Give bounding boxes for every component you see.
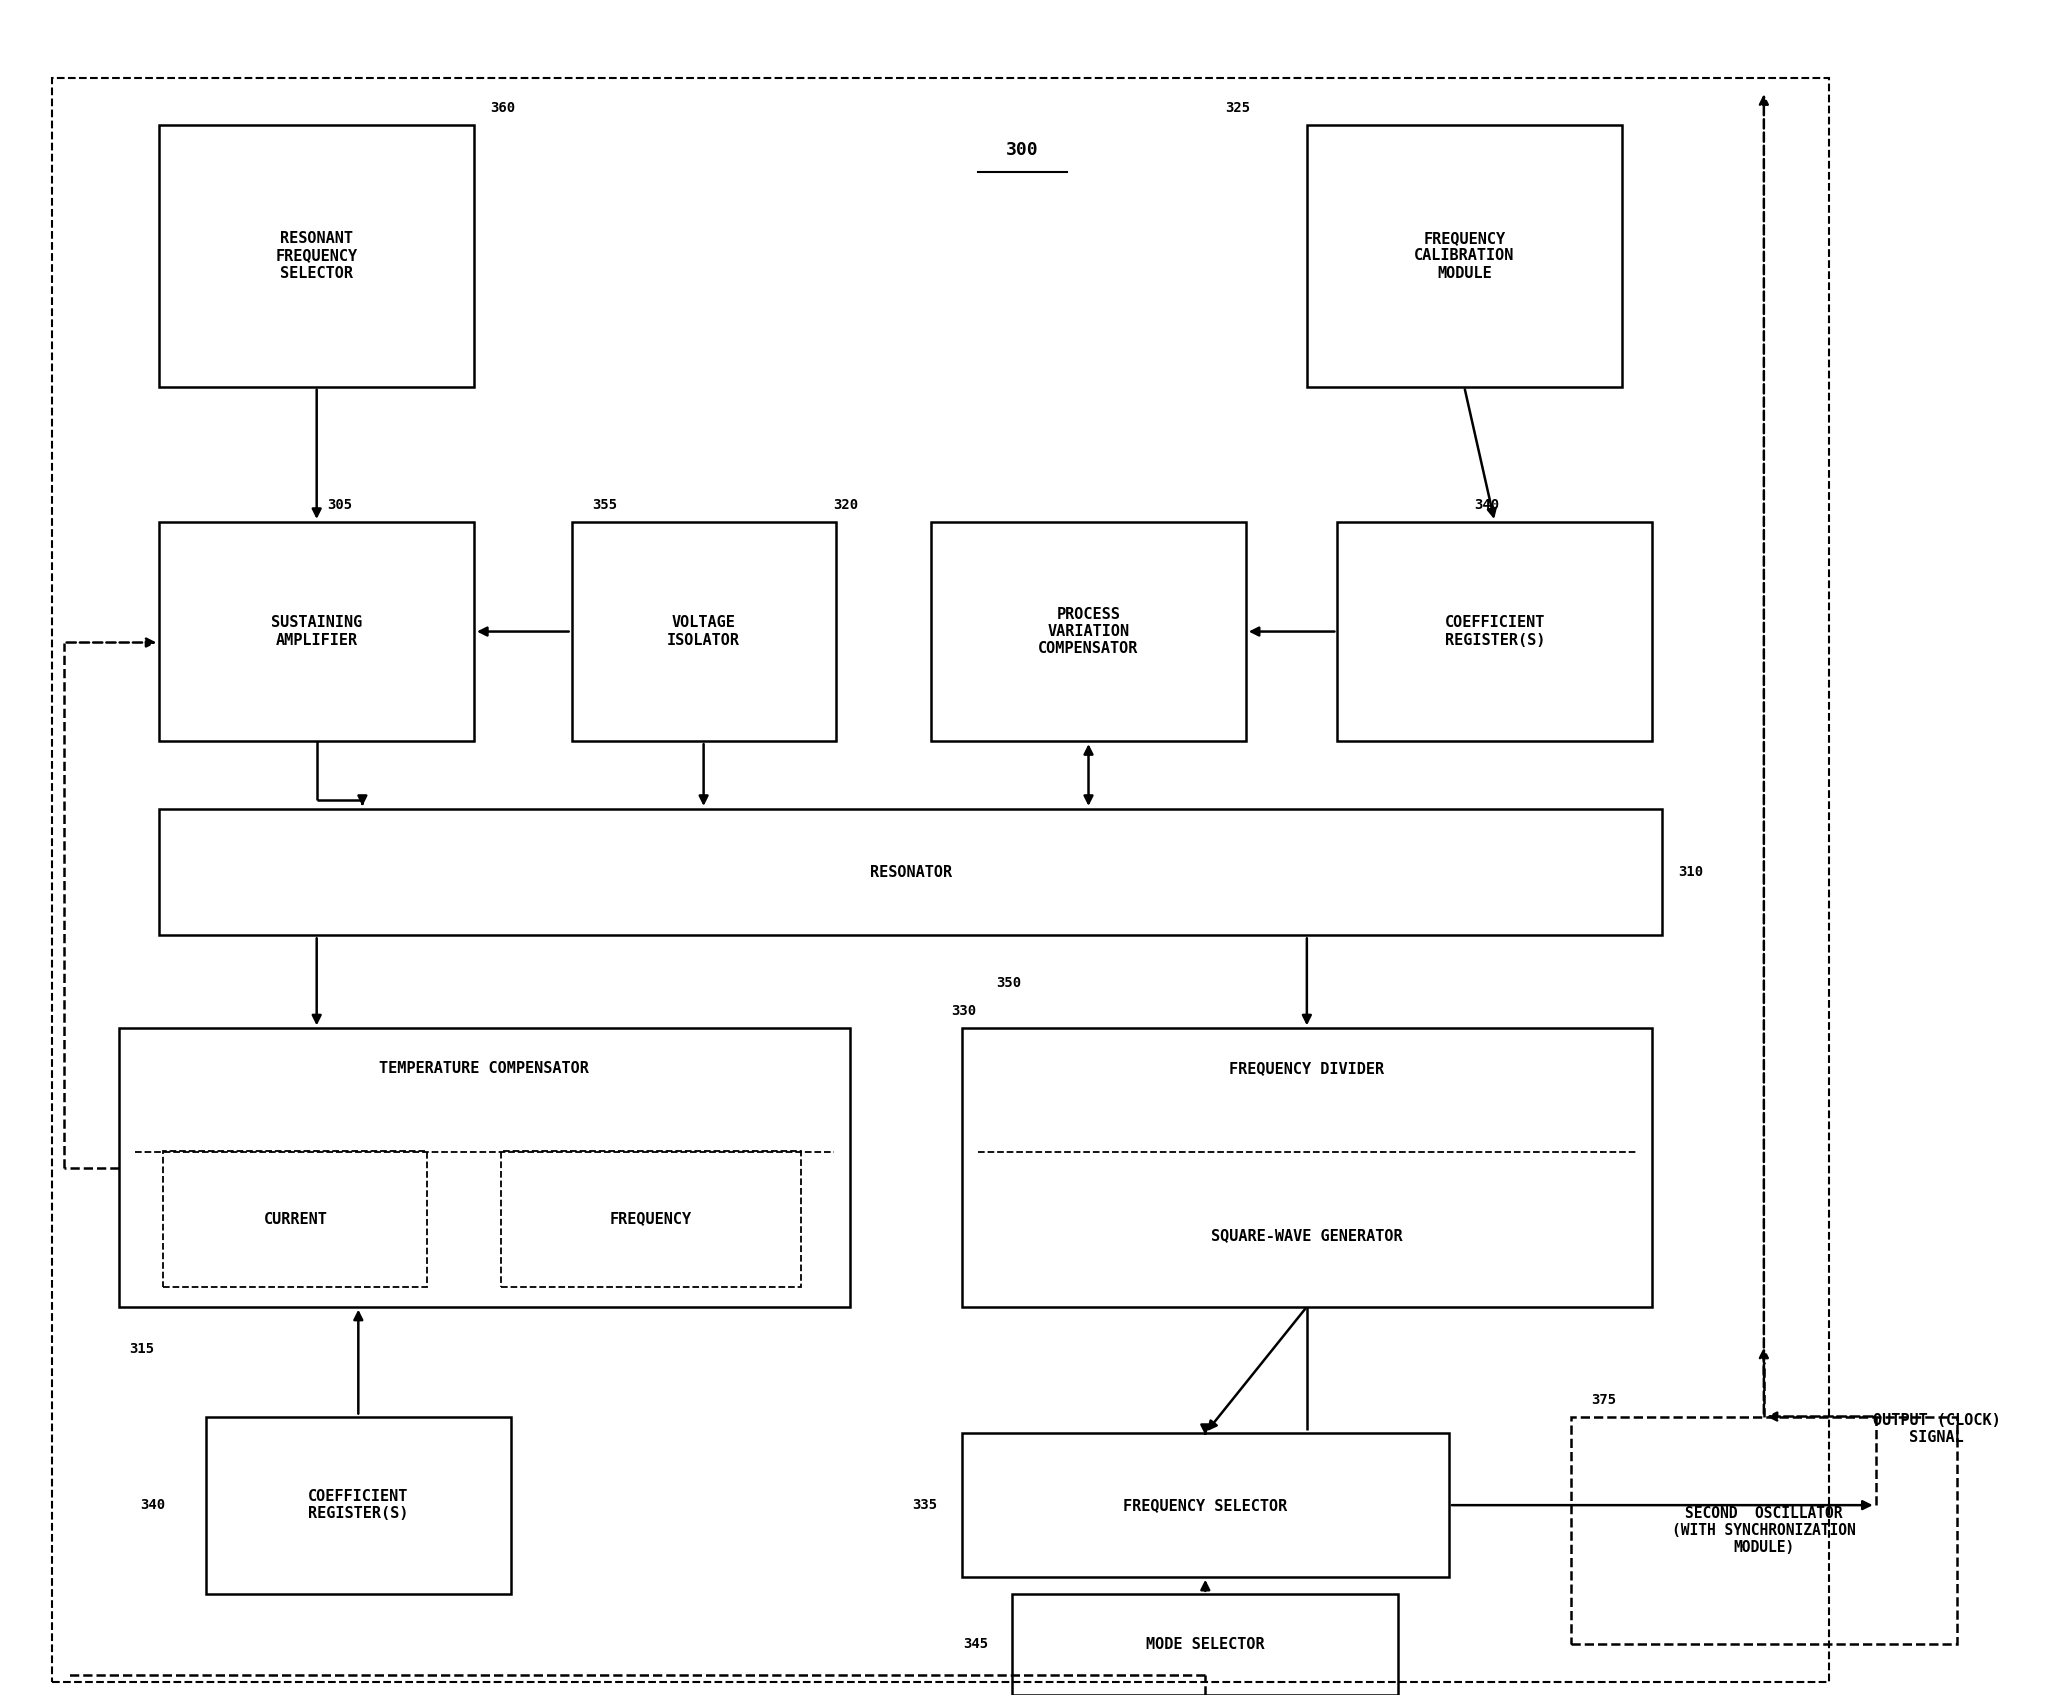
Text: 340: 340	[141, 1498, 166, 1511]
Text: 310: 310	[1679, 865, 1703, 880]
Text: 315: 315	[129, 1341, 153, 1356]
Text: 360: 360	[491, 100, 515, 116]
Text: SECOND  OSCILLATOR
(WITH SYNCHRONIZATION
MODULE): SECOND OSCILLATOR (WITH SYNCHRONIZATION …	[1673, 1506, 1855, 1556]
Text: MODE SELECTOR: MODE SELECTOR	[1145, 1637, 1264, 1653]
Text: CURRENT: CURRENT	[264, 1212, 327, 1227]
Text: 325: 325	[1225, 100, 1252, 116]
Bar	[160, 523, 474, 742]
Text: RESONATOR: RESONATOR	[869, 865, 951, 880]
Bar	[961, 1028, 1652, 1307]
Bar	[501, 1152, 802, 1287]
Text: 350: 350	[996, 975, 1020, 989]
Text: PROCESS
VARIATION
COMPENSATOR: PROCESS VARIATION COMPENSATOR	[1039, 606, 1139, 657]
Bar	[119, 1028, 851, 1307]
Bar	[930, 523, 1245, 742]
Text: 335: 335	[912, 1498, 937, 1511]
Text: 320: 320	[834, 499, 859, 512]
Bar	[207, 1416, 511, 1593]
Bar	[160, 808, 1663, 936]
Text: FREQUENCY
CALIBRATION
MODULE: FREQUENCY CALIBRATION MODULE	[1413, 231, 1515, 281]
Text: VOLTAGE
ISOLATOR: VOLTAGE ISOLATOR	[667, 616, 740, 648]
Text: 345: 345	[963, 1637, 988, 1651]
Bar	[573, 523, 836, 742]
Text: TEMPERATURE COMPENSATOR: TEMPERATURE COMPENSATOR	[378, 1062, 589, 1076]
Text: 305: 305	[327, 499, 352, 512]
Text: COEFFICIENT
REGISTER(S): COEFFICIENT REGISTER(S)	[1444, 616, 1544, 648]
Bar	[961, 1433, 1450, 1576]
Text: SUSTAINING
AMPLIFIER: SUSTAINING AMPLIFIER	[272, 616, 362, 648]
Text: 355: 355	[591, 499, 618, 512]
Bar	[1307, 126, 1622, 386]
Text: RESONANT
FREQUENCY
SELECTOR: RESONANT FREQUENCY SELECTOR	[276, 231, 358, 281]
Bar	[1571, 1416, 1957, 1644]
Text: OUTPUT (CLOCK)
SIGNAL: OUTPUT (CLOCK) SIGNAL	[1873, 1413, 2000, 1445]
Text: COEFFICIENT
REGISTER(S): COEFFICIENT REGISTER(S)	[309, 1489, 409, 1522]
Bar	[1337, 523, 1652, 742]
Bar	[164, 1152, 427, 1287]
Text: FREQUENCY SELECTOR: FREQUENCY SELECTOR	[1123, 1498, 1288, 1513]
Bar	[160, 126, 474, 386]
Text: 340: 340	[1474, 499, 1499, 512]
Text: FREQUENCY DIVIDER: FREQUENCY DIVIDER	[1229, 1062, 1384, 1076]
Text: SQUARE-WAVE GENERATOR: SQUARE-WAVE GENERATOR	[1211, 1229, 1403, 1244]
Text: 300: 300	[1006, 141, 1039, 160]
Text: 375: 375	[1591, 1392, 1616, 1406]
Bar	[51, 78, 1828, 1682]
Text: FREQUENCY: FREQUENCY	[609, 1212, 691, 1227]
Bar	[1012, 1593, 1399, 1695]
Text: 330: 330	[951, 1004, 978, 1018]
